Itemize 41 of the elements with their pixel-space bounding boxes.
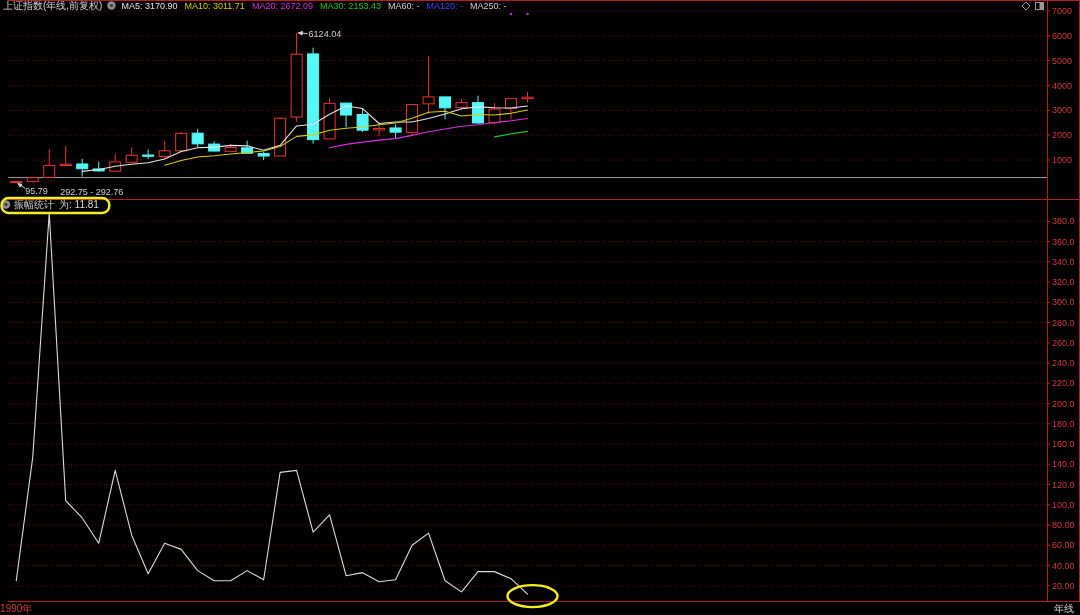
ref-line-label: 292.75 - 292.76 (60, 186, 124, 197)
y-tick-label: 1000 (1052, 155, 1073, 166)
y-tick-label: 6000 (1052, 30, 1073, 41)
legend-item: MA10: 3011.71 (184, 1, 245, 11)
legend-item: 为: 11.81 (59, 199, 99, 210)
y-tick-label: 3000 (1052, 105, 1073, 116)
y-tick-label: 40.00 (1052, 560, 1075, 571)
legend-item: MA5: 3170.90 (121, 1, 178, 11)
title: 上证指数(年线,前复权) (3, 0, 103, 11)
legend-item: MA20: 2672.09 (251, 1, 313, 11)
y-tick-label: 200.0 (1052, 398, 1075, 409)
y-tick-label: 180.0 (1052, 418, 1075, 429)
x-axis-title: 年线 (1053, 603, 1074, 614)
y-tick-label: 140.0 (1052, 459, 1075, 470)
annotation: 6124.04 (308, 28, 342, 39)
y-tick-label: 20.00 (1052, 580, 1075, 591)
y-tick-label: 60.00 (1052, 540, 1075, 551)
y-tick-label: 320.0 (1052, 277, 1075, 288)
y-tick-label: 340.0 (1052, 256, 1075, 267)
y-tick-label: 220.0 (1052, 378, 1075, 389)
legend-item: MA30: 2153.43 (319, 1, 381, 11)
y-tick-label: 2000 (1052, 130, 1073, 141)
legend-item: MA250: - (470, 1, 507, 11)
y-tick-label: 80.00 (1052, 520, 1075, 531)
y-tick-label: 360.0 (1052, 236, 1075, 247)
annotation: 95.79 (25, 186, 48, 197)
y-tick-label: 120.0 (1052, 479, 1075, 490)
x-tick-label: 1990年 (0, 603, 33, 614)
y-tick-label: 7000 (1052, 6, 1073, 17)
y-tick-label: 4000 (1052, 80, 1073, 91)
y-tick-label: 240.0 (1052, 358, 1075, 369)
y-tick-label: 5000 (1052, 55, 1073, 66)
y-tick-label: 160.0 (1052, 439, 1075, 450)
legend-item: MA60: - (388, 1, 420, 11)
title: 振幅统计 (14, 199, 54, 210)
legend-item: MA120: - (426, 1, 463, 11)
y-tick-label: 280.0 (1052, 317, 1075, 328)
y-tick-label: 300.0 (1052, 297, 1075, 308)
y-tick-label: 100.0 (1052, 499, 1075, 510)
y-tick-label: 260.0 (1052, 337, 1075, 348)
y-tick-label: 380.0 (1052, 216, 1075, 227)
